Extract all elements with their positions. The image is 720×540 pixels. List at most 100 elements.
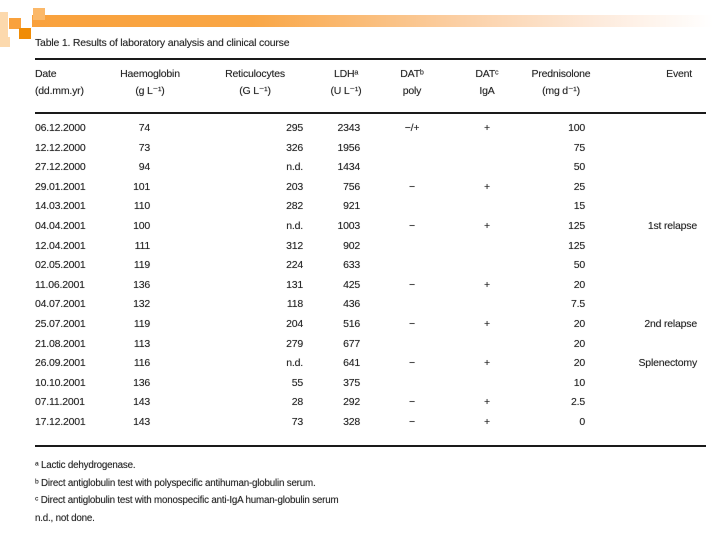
cell-event — [600, 119, 706, 139]
cell-event — [600, 276, 706, 296]
cell-ldh: 328 — [343, 415, 360, 428]
cell-haemoglobin: 116 — [133, 357, 150, 370]
cell-event — [600, 374, 706, 394]
deco-square-deep-orange — [19, 28, 31, 39]
cell-prednisolone: 0 — [579, 415, 585, 428]
cell-prednisolone: 125 — [568, 219, 585, 232]
cell-dat-poly — [372, 197, 452, 217]
cell-date: 29.01.2001 — [35, 180, 86, 193]
cell-haemoglobin: 132 — [133, 298, 150, 311]
footnote-line: ᵃ Lactic dehydrogenase. — [35, 460, 136, 471]
cell-event — [600, 237, 706, 257]
cell-haemoglobin: 94 — [138, 161, 150, 174]
column-header-line2: (G L⁻¹) — [239, 85, 271, 97]
cell-dat-poly — [372, 158, 452, 178]
cell-prednisolone: 75 — [573, 141, 585, 154]
cell-reticulocytes: 131 — [286, 278, 303, 291]
table-row: 21.08.2001 113 279 677 20 — [35, 335, 706, 355]
cell-dat-iga: + — [484, 180, 490, 193]
cell-dat-iga: + — [484, 415, 490, 428]
cell-dat-poly: −/+ — [404, 122, 420, 134]
table-rule-bottom — [35, 445, 706, 447]
table-row: 14.03.2001 110 282 921 15 — [35, 197, 706, 217]
cell-prednisolone: 125 — [568, 239, 585, 252]
table-column-header: DATᵇ poly — [372, 66, 452, 100]
cell-date: 27.12.2000 — [35, 161, 86, 174]
cell-dat-iga: + — [484, 278, 490, 291]
header-gradient-bar — [32, 15, 720, 27]
cell-prednisolone: 20 — [573, 337, 585, 350]
cell-reticulocytes: 282 — [286, 200, 303, 213]
cell-event: 2nd relapse — [644, 317, 697, 330]
cell-dat-poly — [372, 139, 452, 159]
table-row: 10.10.2001 136 55 375 10 — [35, 374, 706, 394]
table-column-header: Date (dd.mm.yr) — [35, 66, 110, 100]
cell-dat-iga — [452, 237, 522, 257]
deco-square-orange — [9, 18, 21, 29]
cell-prednisolone: 50 — [573, 259, 585, 272]
cell-prednisolone: 2.5 — [571, 396, 585, 409]
cell-date: 06.12.2000 — [35, 122, 86, 134]
cell-dat-iga: + — [484, 219, 490, 232]
cell-reticulocytes: 73 — [291, 415, 303, 428]
cell-dat-iga — [452, 374, 522, 394]
cell-reticulocytes: 279 — [286, 337, 303, 350]
footnote-line: ᶜ Direct antiglobulin test with monospec… — [35, 495, 339, 506]
cell-ldh: 2343 — [337, 122, 360, 134]
table-rule-top — [35, 58, 706, 60]
cell-haemoglobin: 143 — [133, 396, 150, 409]
cell-ldh: 292 — [343, 396, 360, 409]
table-row: 07.11.2001 143 28 292 − + 2.5 — [35, 393, 706, 413]
cell-dat-poly: − — [409, 415, 415, 428]
table-rule-header — [35, 112, 706, 114]
cell-dat-poly: − — [409, 278, 415, 291]
cell-event: Splenectomy — [638, 357, 698, 370]
column-header-line1: LDHᵃ — [333, 68, 359, 80]
cell-dat-iga — [452, 295, 522, 315]
cell-dat-iga: + — [484, 122, 490, 134]
cell-date: 12.12.2000 — [35, 141, 86, 154]
cell-dat-iga — [452, 197, 522, 217]
cell-haemoglobin: 136 — [133, 278, 150, 291]
cell-dat-iga: + — [484, 317, 490, 330]
cell-ldh: 425 — [343, 278, 360, 291]
cell-dat-poly — [372, 295, 452, 315]
cell-reticulocytes: 204 — [286, 317, 303, 330]
column-header-line2: (g L⁻¹) — [135, 85, 165, 97]
cell-prednisolone: 20 — [573, 357, 585, 370]
cell-event — [600, 158, 706, 178]
cell-haemoglobin: 119 — [133, 317, 150, 330]
cell-date: 10.10.2001 — [35, 376, 86, 389]
cell-dat-iga: + — [484, 396, 490, 409]
column-header-line2: (mg d⁻¹) — [542, 85, 580, 97]
column-header-line2: (U L⁻¹) — [330, 85, 362, 97]
cell-event — [600, 393, 706, 413]
cell-date: 21.08.2001 — [35, 337, 86, 350]
cell-ldh: 1956 — [337, 141, 360, 154]
cell-reticulocytes: 312 — [286, 239, 303, 252]
cell-ldh: 1434 — [337, 161, 360, 174]
table-row: 11.06.2001 136 131 425 − + 20 — [35, 276, 706, 296]
cell-dat-poly: − — [409, 219, 415, 232]
table-footnotes: ᵃ Lactic dehydrogenase. ᵇ Direct antiglo… — [35, 457, 706, 527]
column-header-line2: IgA — [479, 85, 495, 97]
cell-prednisolone: 20 — [573, 278, 585, 291]
cell-dat-poly — [372, 335, 452, 355]
cell-ldh: 902 — [343, 239, 360, 252]
cell-reticulocytes: 295 — [286, 122, 303, 134]
cell-dat-poly: − — [409, 317, 415, 330]
cell-ldh: 633 — [343, 259, 360, 272]
cell-prednisolone: 50 — [573, 161, 585, 174]
cell-haemoglobin: 100 — [133, 219, 150, 232]
cell-dat-poly: − — [409, 180, 415, 193]
cell-dat-poly — [372, 237, 452, 257]
cell-dat-poly: − — [409, 357, 415, 370]
cell-date: 12.04.2001 — [35, 239, 86, 252]
cell-event — [600, 413, 706, 433]
cell-prednisolone: 10 — [573, 376, 585, 389]
table-body: 06.12.2000 74 295 2343 −/+ + 100 12.12.2… — [35, 119, 706, 433]
cell-reticulocytes: 326 — [286, 141, 303, 154]
cell-ldh: 436 — [343, 298, 360, 311]
cell-prednisolone: 7.5 — [571, 298, 585, 311]
cell-date: 04.07.2001 — [35, 298, 86, 311]
